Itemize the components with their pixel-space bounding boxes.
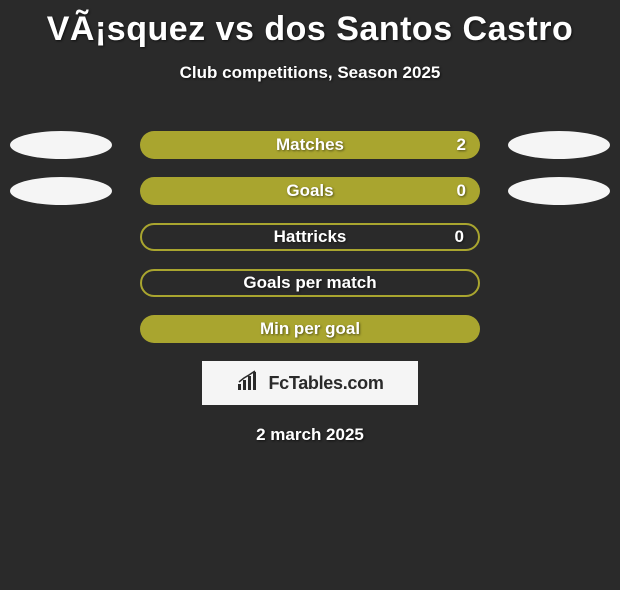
comparison-subtitle: Club competitions, Season 2025 — [0, 63, 620, 83]
stat-row: Goals 0 — [0, 177, 620, 205]
stat-rows: Matches 2 Goals 0 Hattricks 0 Goals per match M… — [0, 131, 620, 343]
left-marker — [10, 131, 112, 159]
source-logo: FcTables.com — [202, 361, 418, 405]
right-marker — [508, 177, 610, 205]
stat-bar: Min per goal — [140, 315, 480, 343]
stat-row: Matches 2 — [0, 131, 620, 159]
right-marker — [508, 131, 610, 159]
stat-label: Hattricks — [274, 227, 347, 247]
stat-bar: Hattricks 0 — [140, 223, 480, 251]
stat-bar: Goals per match — [140, 269, 480, 297]
stat-label: Matches — [276, 135, 344, 155]
left-marker — [10, 177, 112, 205]
stat-bar: Goals 0 — [140, 177, 480, 205]
stat-label: Goals — [286, 181, 333, 201]
stat-value: 0 — [455, 227, 464, 247]
comparison-date: 2 march 2025 — [0, 425, 620, 445]
stat-label: Goals per match — [243, 273, 376, 293]
stat-row: Goals per match — [0, 269, 620, 297]
comparison-title: VÃ¡squez vs dos Santos Castro — [0, 10, 620, 49]
stat-value: 0 — [457, 181, 466, 201]
stat-bar: Matches 2 — [140, 131, 480, 159]
source-logo-text: FcTables.com — [268, 373, 383, 394]
stat-value: 2 — [457, 135, 466, 155]
stat-row: Min per goal — [0, 315, 620, 343]
chart-icon — [236, 370, 262, 397]
stat-label: Min per goal — [260, 319, 360, 339]
stat-row: Hattricks 0 — [0, 223, 620, 251]
